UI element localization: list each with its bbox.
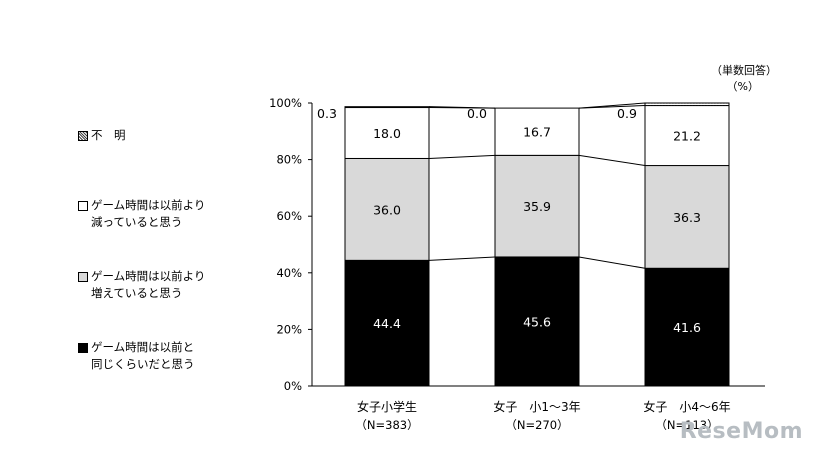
data-label: 0.3 <box>317 106 337 121</box>
data-label: 35.9 <box>523 199 551 214</box>
series-connector <box>428 154 496 159</box>
series-connector <box>578 154 646 167</box>
legend-swatch <box>78 201 88 211</box>
x-tick-label: 女子 小1～3年 <box>493 399 580 414</box>
y-tick-label: 60% <box>276 209 302 223</box>
bar-segment <box>644 267 730 387</box>
data-label: 18.0 <box>373 126 401 141</box>
data-label: 16.7 <box>523 125 551 140</box>
y-tick-label: 100% <box>269 96 302 110</box>
legend-swatch <box>78 131 88 141</box>
bar-segment <box>494 154 580 258</box>
data-label: 45.6 <box>523 314 551 329</box>
legend-label: ゲーム時間は以前と 同じくらいだと思う <box>91 340 195 371</box>
legend-label: ゲーム時間は以前より 増えていると思う <box>91 269 206 300</box>
legend-item: ゲーム時間は以前より 増えていると思う <box>78 268 205 302</box>
bar-segment <box>644 105 730 167</box>
response-note: （単数回答） （%） <box>657 62 777 94</box>
series-connector <box>428 256 496 261</box>
data-label: 21.2 <box>673 129 701 144</box>
y-tick-label: 40% <box>276 266 302 280</box>
series-connector <box>428 106 496 109</box>
data-label: 41.6 <box>673 320 701 335</box>
y-tick-label: 80% <box>276 153 302 167</box>
data-label: 36.0 <box>373 202 401 217</box>
series-connector <box>578 102 646 109</box>
x-tick-sublabel: （N=383） <box>355 418 418 432</box>
bar-segment <box>494 107 580 156</box>
y-tick-label: 0% <box>284 379 302 393</box>
series-connector <box>578 256 646 269</box>
legend-label: 不 明 <box>91 128 126 142</box>
unit-note: （%） <box>726 80 759 93</box>
bar-segment <box>344 106 430 109</box>
x-tick-sublabel: （N=270） <box>505 418 568 432</box>
x-tick-sublabel: （N=113） <box>655 418 718 432</box>
resemom-logo: ReseMom <box>679 419 803 444</box>
bar-segment <box>644 165 730 269</box>
legend-item: ゲーム時間は以前と 同じくらいだと思う <box>78 339 195 373</box>
x-tick-label: 女子 小4～6年 <box>643 399 730 414</box>
data-label: 36.3 <box>673 210 701 225</box>
legend-swatch <box>78 343 88 353</box>
data-label: 0.9 <box>617 106 637 121</box>
y-tick-label: 20% <box>276 322 302 336</box>
legend-swatch <box>78 272 88 282</box>
data-label: 0.0 <box>467 106 487 121</box>
x-tick-label: 女子小学生 <box>357 399 417 414</box>
response-type-note: （単数回答） <box>711 64 777 77</box>
legend-label: ゲーム時間は以前より 減っていると思う <box>91 198 206 229</box>
bar-segment <box>644 102 730 107</box>
data-label: 44.4 <box>373 316 401 331</box>
legend-item: 不 明 <box>78 127 126 144</box>
legend-item: ゲーム時間は以前より 減っていると思う <box>78 197 205 231</box>
